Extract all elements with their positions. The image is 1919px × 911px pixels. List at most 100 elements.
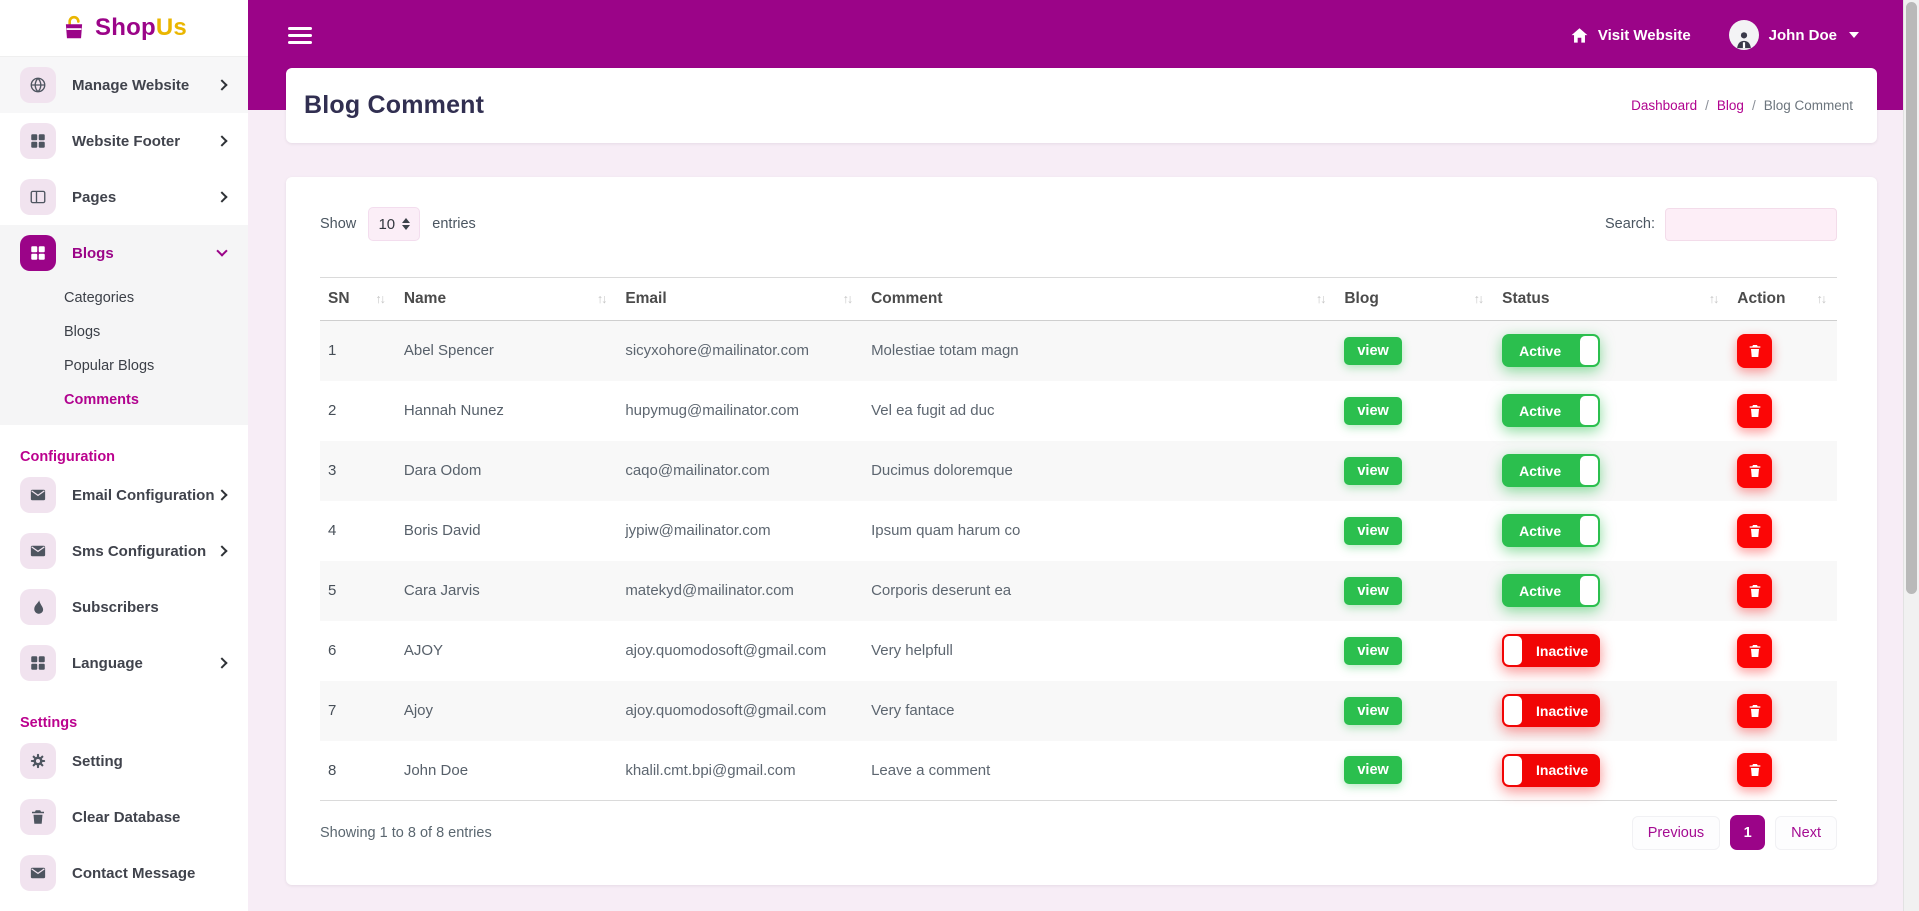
cell-comment: Very helpfull (871, 642, 953, 659)
sidebar-section-configuration: Configuration (20, 449, 116, 465)
sidebar-subitem-comments[interactable]: Comments (64, 392, 139, 408)
sidebar-item-label: Blogs (72, 244, 114, 262)
table-row: 4 Boris David jypiw@mailinator.com Ipsum… (320, 501, 1837, 561)
sidebar-subitem-blogs[interactable]: Blogs (64, 324, 101, 340)
col-header-email[interactable]: Email (617, 277, 864, 321)
sidebar-item-website-footer[interactable]: Website Footer (0, 113, 248, 169)
status-label: Active (1519, 342, 1562, 359)
col-header-comment[interactable]: Comment (863, 277, 1337, 321)
user-name: John Doe (1768, 26, 1837, 44)
globe-icon (20, 67, 56, 103)
brand-logo[interactable]: ShopUs (0, 0, 248, 57)
view-button[interactable]: view (1344, 516, 1402, 545)
sidebar-item-pages[interactable]: Pages (0, 169, 248, 225)
status-label: Inactive (1536, 642, 1589, 659)
view-button[interactable]: view (1344, 756, 1402, 785)
view-button[interactable]: view (1344, 396, 1402, 425)
breadcrumb-dashboard[interactable]: Dashboard (1631, 98, 1698, 113)
next-page-button[interactable]: Next (1775, 815, 1837, 850)
col-header-blog[interactable]: Blog (1336, 277, 1495, 321)
current-page-button[interactable]: 1 (1730, 815, 1766, 850)
status-toggle[interactable]: Active (1502, 454, 1601, 487)
brand-us: Us (155, 14, 187, 41)
sidebar-item-setting[interactable]: Setting (0, 733, 248, 789)
sidebar-item-blogs[interactable]: Blogs (0, 225, 248, 281)
status-toggle[interactable]: Inactive (1502, 634, 1601, 667)
envelope-icon (20, 477, 56, 513)
delete-button[interactable] (1737, 693, 1773, 728)
cell-sn: 5 (328, 582, 337, 599)
sidebar-subitem-categories[interactable]: Categories (64, 290, 135, 306)
brand-name: ShopUs (95, 14, 187, 42)
trash-icon (1749, 704, 1761, 717)
scrollbar-thumb[interactable] (1906, 2, 1917, 594)
search-input[interactable] (1665, 207, 1837, 241)
main-area: Visit Website John Doe Blog Comment Dash… (248, 0, 1903, 911)
sidebar-item-sms-configuration[interactable]: Sms Configuration (0, 523, 248, 579)
breadcrumb-blog[interactable]: Blog (1716, 98, 1744, 113)
chevron-right-icon (216, 135, 228, 147)
caret-down-icon (1849, 32, 1859, 38)
sidebar-item-label: Setting (72, 752, 123, 770)
status-toggle[interactable]: Inactive (1502, 694, 1601, 727)
cell-name: Cara Jarvis (403, 582, 480, 599)
view-button[interactable]: view (1344, 636, 1402, 665)
cell-name: John Doe (403, 761, 469, 779)
col-header-sn[interactable]: SN (320, 277, 396, 321)
delete-button[interactable] (1737, 513, 1773, 548)
view-button[interactable]: view (1344, 696, 1402, 725)
view-button[interactable]: view (1344, 576, 1402, 605)
cell-comment: Vel ea fugit ad duc (871, 402, 995, 419)
page-size-select[interactable]: 10 (368, 207, 421, 241)
delete-button[interactable] (1737, 573, 1773, 608)
col-header-action[interactable]: Action (1729, 277, 1837, 321)
cell-comment: Corporis deserunt ea (871, 582, 1012, 599)
cell-comment: Leave a comment (871, 761, 991, 779)
sidebar-item-clear-database[interactable]: Clear Database (0, 789, 248, 845)
sidebar-section-settings: Settings (20, 715, 78, 731)
top-navbar: Visit Website John Doe (248, 0, 1903, 70)
vertical-scrollbar[interactable] (1903, 0, 1919, 911)
status-toggle[interactable]: Active (1502, 334, 1601, 368)
sidebar-item-email-configuration[interactable]: Email Configuration (0, 467, 248, 523)
delete-button[interactable] (1737, 453, 1773, 488)
trash-icon (1749, 764, 1761, 777)
delete-button[interactable] (1737, 333, 1773, 368)
user-menu[interactable]: John Doe (1728, 20, 1859, 50)
status-toggle[interactable]: Inactive (1502, 753, 1601, 787)
status-toggle[interactable]: Active (1502, 574, 1601, 607)
view-button[interactable]: view (1344, 456, 1402, 485)
col-header-status[interactable]: Status (1494, 277, 1730, 321)
delete-button[interactable] (1737, 393, 1773, 428)
sidebar-subitem-popular-blogs[interactable]: Popular Blogs (64, 358, 155, 374)
trash-icon (1749, 404, 1761, 417)
table-row: 8 John Doe khalil.cmt.bpi@gmail.com Leav… (320, 741, 1837, 801)
trash-icon (1749, 524, 1761, 537)
col-header-name[interactable]: Name (395, 277, 618, 321)
sidebar-item-contact-message[interactable]: Contact Message (0, 845, 248, 901)
cell-name: Ajoy (403, 702, 434, 719)
cell-name: Boris David (403, 522, 481, 539)
sidebar-item-language[interactable]: Language (0, 635, 248, 691)
sidebar-item-label: Website Footer (72, 132, 181, 150)
sidebar-item-manage-website[interactable]: Manage Website (0, 57, 248, 113)
status-toggle[interactable]: Active (1502, 394, 1601, 427)
previous-page-button[interactable]: Previous (1631, 815, 1721, 850)
delete-button[interactable] (1737, 633, 1773, 668)
visit-website-link[interactable]: Visit Website (1570, 26, 1691, 45)
chevron-down-icon (216, 245, 228, 257)
status-toggle[interactable]: Active (1502, 514, 1601, 547)
home-icon (1571, 27, 1588, 43)
hamburger-menu-icon[interactable] (288, 23, 312, 48)
sort-icon (597, 292, 606, 306)
toggle-knob (1580, 336, 1599, 366)
view-button[interactable]: view (1344, 336, 1402, 365)
cell-email: matekyd@mailinator.com (625, 582, 794, 599)
cell-email: caqo@mailinator.com (625, 462, 770, 479)
pagination: Previous 1 Next (1631, 815, 1837, 850)
toggle-knob (1580, 516, 1599, 545)
delete-button[interactable] (1737, 753, 1773, 788)
breadcrumb-separator: / (1751, 98, 1756, 113)
sidebar-item-subscribers[interactable]: Subscribers (0, 579, 248, 635)
comments-table-card: Show 10 entries Search: SN Name (286, 177, 1877, 885)
